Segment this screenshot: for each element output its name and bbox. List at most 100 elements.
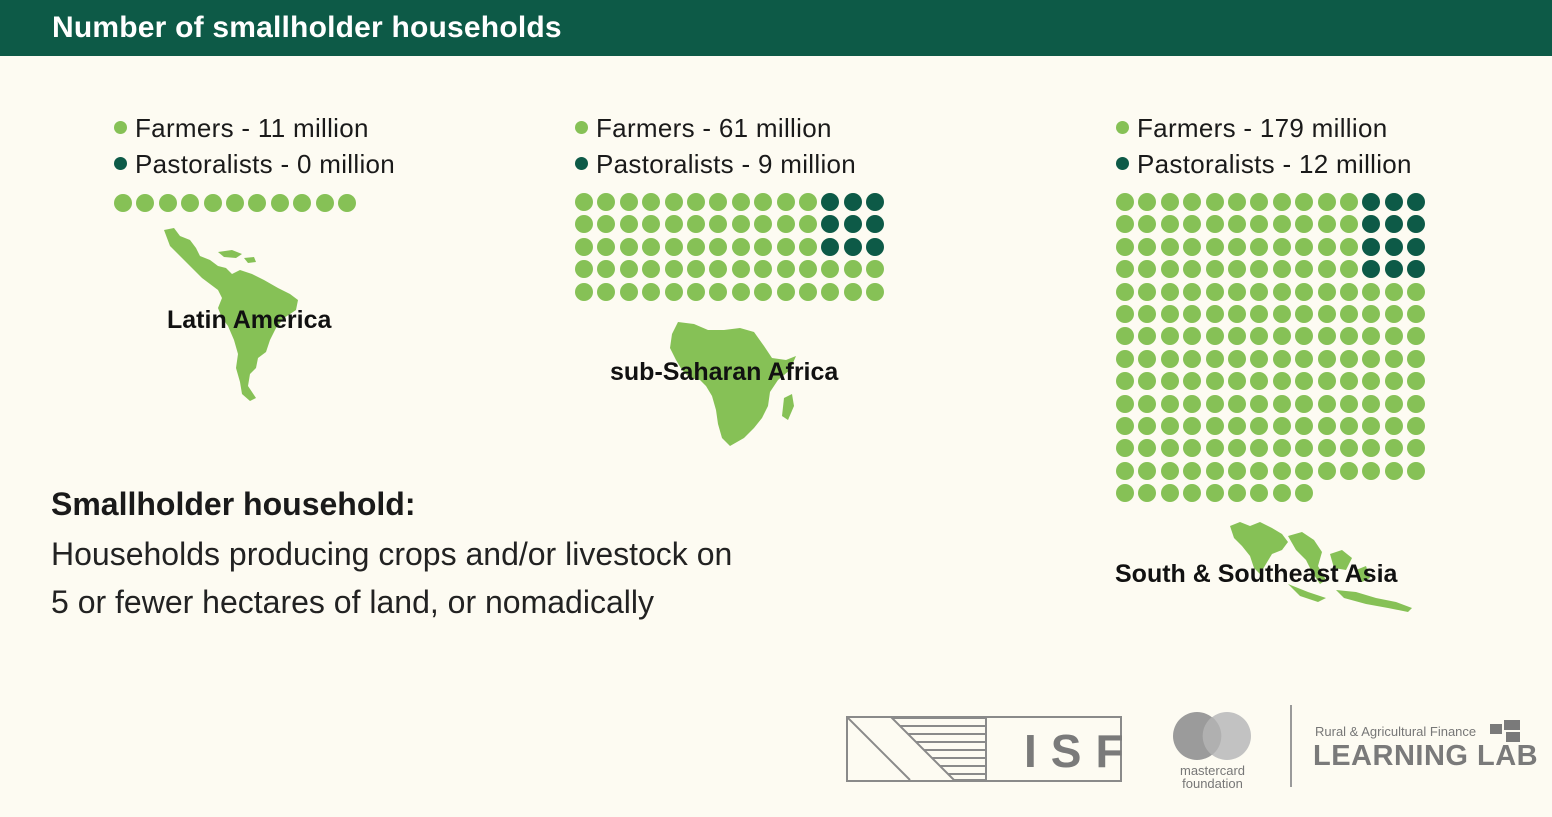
farmer-dot [1272,461,1291,480]
farmer-dot [1272,439,1291,458]
farmer-dot [575,260,593,279]
farmer-dot [1183,484,1202,503]
isf-logo-text: ISF [1024,725,1138,777]
farmer-dot [1317,349,1336,368]
farmer-dot [181,194,200,212]
farmer-dot [687,237,705,256]
farmer-dot [1295,193,1314,211]
farmer-dot [1116,461,1134,480]
farmer-dot [1317,193,1336,211]
farmer-dot [1362,282,1381,301]
farmer-dot [1183,372,1202,391]
farmer-dot [1205,282,1224,301]
farmer-dot [1384,282,1403,301]
legend-pastoralists-label: Pastoralists - 0 million [135,149,396,179]
farmer-dot [821,260,840,279]
farmer-dot [1272,349,1291,368]
pastoralist-dot [843,237,862,256]
farmer-dot [642,260,661,279]
farmer-dot [1205,372,1224,391]
page-title: Number of smallholder households [52,11,562,44]
farmer-dot [1205,349,1224,368]
farmer-dot [1228,439,1246,458]
farmer-dot [1183,349,1202,368]
pastoralist-dot [1362,215,1381,234]
farmer-dot [1295,327,1314,346]
farmer-dot [619,193,638,211]
pastoralist-dot [1362,193,1381,211]
farmer-dot [1116,484,1134,503]
farmer-dot [731,193,750,211]
farmer-dot [1295,439,1314,458]
farmer-dot [1340,193,1358,211]
farmer-dot [1183,327,1202,346]
farmers-legend-dot [1116,121,1129,134]
farmer-dot [776,193,795,211]
farmer-dot [1317,282,1336,301]
farmer-dot [1205,417,1224,435]
farmer-dot [731,282,750,301]
pastoralist-dot [1384,215,1403,234]
legend-farmers: Farmers - 11 million [114,113,369,143]
farmer-dot [1295,305,1314,323]
learning-lab-title: LEARNING LAB [1313,740,1539,772]
farmer-dot [1407,461,1426,480]
farmer-dot [642,215,661,234]
legend-farmers-label: Farmers - 179 million [1137,113,1388,143]
farmer-dot [687,260,705,279]
farmer-dot [1384,394,1403,413]
farmer-dot [1205,484,1224,503]
farmer-dot [619,282,638,301]
farmer-dot [1116,327,1134,346]
farmer-dot [1407,417,1426,435]
farmer-dot [1340,461,1358,480]
farmer-dot [1160,417,1179,435]
farmer-dot [709,193,728,211]
farmer-dot [1317,417,1336,435]
farmer-dot [248,194,267,212]
farmer-dot [1362,305,1381,323]
farmer-dot [1250,327,1269,346]
farmer-dot [1295,417,1314,435]
farmer-dot [1340,260,1358,279]
farmer-dot [776,282,795,301]
farmer-dot [1228,305,1246,323]
farmer-dot [1250,484,1269,503]
pastoralist-dot [843,193,862,211]
farmer-dot [1250,461,1269,480]
farmer-dot [1228,282,1246,301]
farmer-dot [1317,372,1336,391]
definition-block: Smallholder household: Households produc… [51,484,732,626]
farmer-dot [1160,237,1179,256]
farmer-dot [1138,484,1157,503]
farmer-dot [1362,349,1381,368]
farmer-dot [1205,260,1224,279]
farmer-dot [1295,237,1314,256]
farmer-dot [1228,372,1246,391]
pastoralist-dot [1407,237,1426,256]
farmer-dot [1295,484,1314,503]
farmer-dot [1250,417,1269,435]
farmer-dot [1228,417,1246,435]
farmer-dot [575,215,593,234]
farmer-dot [709,260,728,279]
farmer-dot [843,260,862,279]
farmer-dot [1407,327,1426,346]
pastoralists-legend-dot [114,157,127,170]
mastercard-line-1: mastercard [1179,763,1246,778]
farmer-dot [1250,349,1269,368]
farmer-dot [158,194,177,212]
pastoralist-dot [821,237,840,256]
farmer-dot [709,282,728,301]
farmer-dot [1407,282,1426,301]
farmer-dot [866,282,885,301]
pastoralist-dot [1362,260,1381,279]
farmer-dot [1317,260,1336,279]
farmer-dot [1407,439,1426,458]
farmer-dot [1340,349,1358,368]
farmer-dot [799,193,817,211]
farmer-dot [1205,305,1224,323]
region-label-latin-america: Latin America [167,306,332,334]
farmer-dot [1183,237,1202,256]
farmer-dot [1272,394,1291,413]
